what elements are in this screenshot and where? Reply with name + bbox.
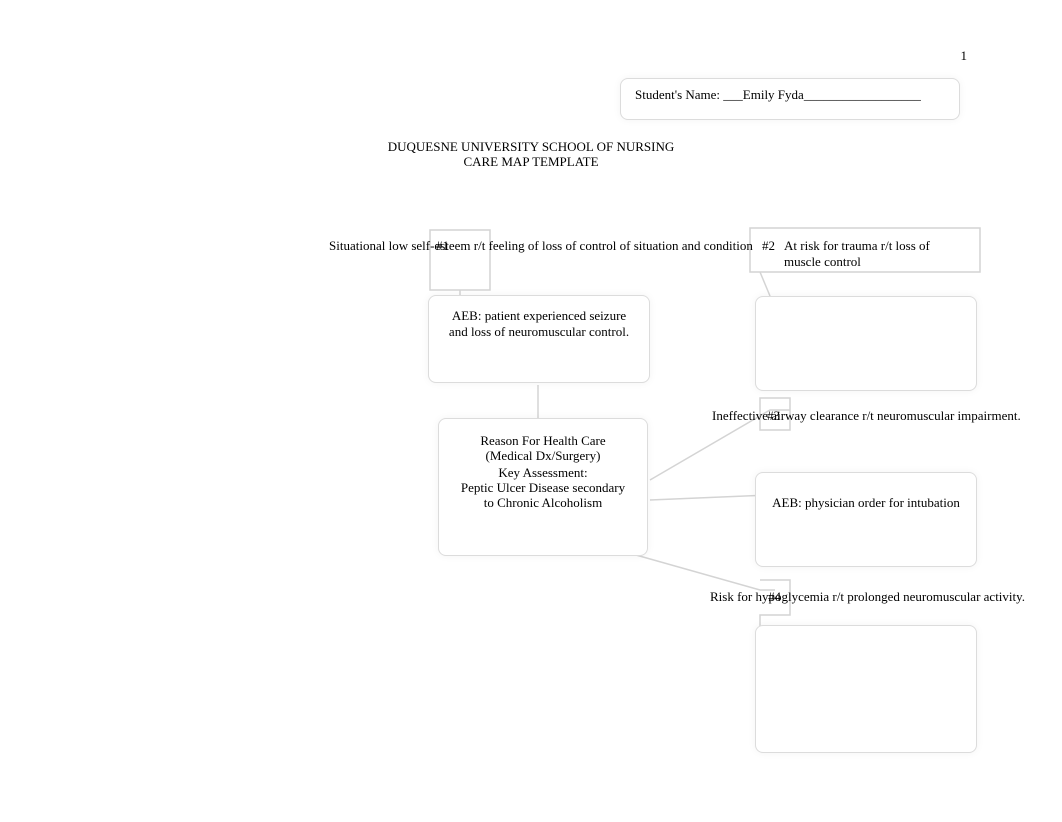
reason-line4: Peptic Ulcer Disease secondary [439,480,647,496]
diagnosis-3-text: Ineffective airway clearance r/t neuromu… [712,408,1021,424]
student-name: Emily Fyda [743,87,804,102]
reason-line3: Key Assessment: [439,465,647,481]
student-name-box: Student's Name: ___Emily Fyda___________… [620,78,960,120]
diag2-line1: At risk for trauma r/t loss of [784,238,964,254]
diagnosis-3-aeb-box: AEB: physician order for intubation [755,472,977,567]
reason-line5: to Chronic Alcoholism [439,495,647,511]
page-number: 1 [961,48,968,64]
diag2-line2: muscle control [784,254,964,270]
reason-box: Reason For Health Care (Medical Dx/Surge… [438,418,648,556]
reason-line1: Reason For Health Care [439,433,647,449]
document-title: DUQUESNE UNIVERSITY SCHOOL OF NURSING CA… [0,140,1062,170]
diagnosis-2-text: At risk for trauma r/t loss of muscle co… [784,238,964,269]
diag1-aeb-line1: AEB: patient experienced seizure [429,308,649,324]
diagnosis-1-aeb-box: AEB: patient experienced seizure and los… [428,295,650,383]
diagnosis-4-aeb-box [755,625,977,753]
title-line1: DUQUESNE UNIVERSITY SCHOOL OF NURSING [0,140,1062,155]
title-line2: CARE MAP TEMPLATE [0,155,1062,170]
reason-line2: (Medical Dx/Surgery) [439,448,647,464]
diagnosis-1-text: Situational low self-esteem r/t feeling … [329,238,753,254]
student-label-suffix: __________________ [804,87,921,102]
diagnosis-1-tag: #1 [436,238,449,254]
diag1-aeb-line2: and loss of neuromuscular control. [429,324,649,340]
diagnosis-4-tag: #4 [768,589,781,605]
diagnosis-3-tag: #3 [767,408,780,424]
diagnosis-4-text: Risk for hypoglycemia r/t prolonged neur… [710,589,1025,605]
diagnosis-2-tag: #2 [762,238,775,254]
diag3-aeb: AEB: physician order for intubation [756,495,976,511]
diagnosis-2-aeb-box [755,296,977,391]
student-label-prefix: Student's Name: ___ [635,87,743,102]
student-name-text: Student's Name: ___Emily Fyda___________… [635,87,921,102]
